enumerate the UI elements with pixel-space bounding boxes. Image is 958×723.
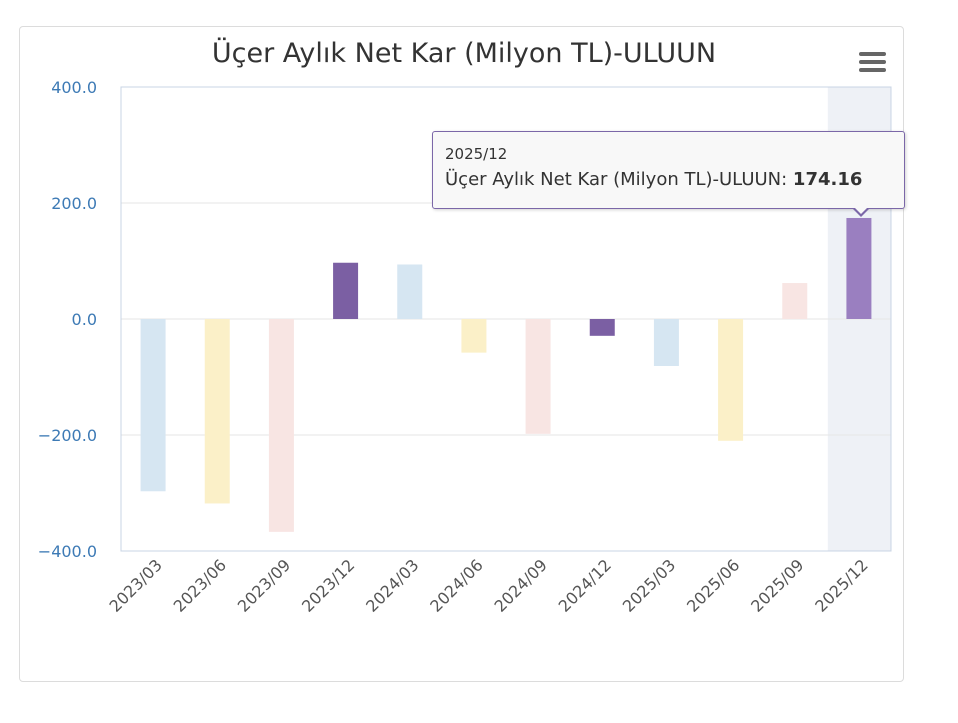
bar [204,319,230,504]
tooltip: 2025/12 Üçer Aylık Net Kar (Milyon TL)-U… [432,131,905,209]
x-tick-label: 2025/12 [811,555,871,615]
bar [268,319,294,532]
y-tick-label: 0.0 [72,310,97,329]
y-tick-label: −200.0 [38,426,97,445]
x-tick-label: 2025/03 [619,555,679,615]
y-tick-label: −400.0 [38,542,97,561]
bar [333,262,359,319]
bar [718,319,744,441]
bar [653,319,679,366]
bar [397,264,423,319]
x-tick-label: 2025/06 [683,555,743,615]
x-tick-label: 2024/09 [490,555,550,615]
x-tick-label: 2024/12 [555,555,615,615]
tooltip-header: 2025/12 [445,145,508,163]
y-tick-label: 200.0 [51,194,97,213]
tooltip-arrow-inner [854,207,868,214]
y-tick-label: 400.0 [51,78,97,97]
x-tick-label: 2023/09 [234,555,294,615]
plot-border [120,86,892,552]
tooltip-series-label: Üçer Aylık Net Kar (Milyon TL)-ULUUN: [445,169,793,190]
bar [589,319,615,336]
bar [525,319,551,434]
tooltip-value: 174.16 [792,169,863,190]
bar [461,319,487,353]
x-tick-label: 2023/12 [298,555,358,615]
bar [140,319,166,492]
bar [846,217,872,319]
bar [782,283,808,319]
x-tick-label: 2025/09 [747,555,807,615]
x-tick-label: 2023/03 [105,555,165,615]
hamburger-menu-icon[interactable] [857,50,887,74]
tooltip-body: Üçer Aylık Net Kar (Milyon TL)-ULUUN: 17… [445,166,892,194]
x-tick-label: 2023/06 [170,555,230,615]
chart-title: Üçer Aylık Net Kar (Milyon TL)-ULUUN [212,37,716,69]
x-tick-label: 2024/03 [362,555,422,615]
x-tick-label: 2024/06 [426,555,486,615]
